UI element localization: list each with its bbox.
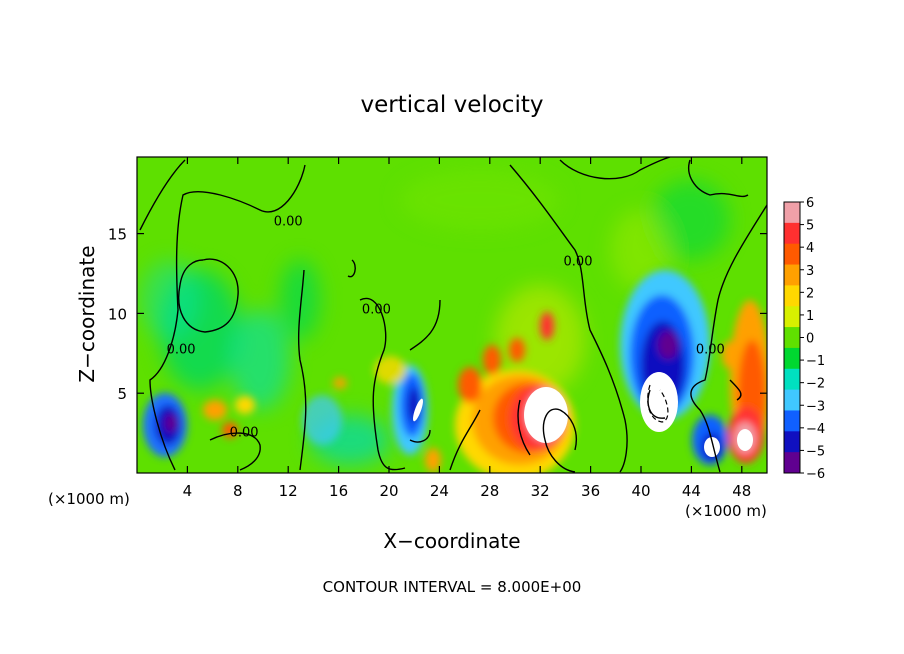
colorbar-swatch [784, 264, 800, 286]
colorbar-tick-label: −1 [806, 354, 825, 369]
colorbar-tick-label: −3 [806, 399, 825, 414]
x-tick-label: 20 [379, 482, 398, 500]
x-tick-label: 24 [430, 482, 449, 500]
colorbar-tick-label: 3 [806, 264, 814, 279]
y-tick-label: 5 [117, 385, 127, 403]
colorbar-swatch [784, 306, 800, 328]
x-unit-label-left: (×1000 m) [48, 490, 130, 508]
colorbar-swatch [784, 347, 800, 370]
colorbar-tick-label: −4 [806, 422, 825, 437]
colorbar-swatch [784, 202, 800, 224]
colorbar-tick-label: 5 [806, 219, 814, 234]
chart-title: vertical velocity [361, 92, 544, 118]
colorbar-swatch [784, 285, 800, 307]
contour-label: 0.00 [167, 342, 196, 357]
x-tick-label: 48 [732, 482, 751, 500]
zero-contours [139, 157, 767, 473]
plot-field [137, 157, 767, 473]
y-axis-ticks: 5 10 15 [108, 226, 767, 403]
colorbar-tick-label: 1 [806, 309, 814, 324]
contour-labels: 0.00 0.00 0.00 0.00 0.00 0.00 [167, 215, 725, 441]
x-tick-label: 44 [682, 482, 701, 500]
plot-frame [136, 156, 768, 474]
x-tick-label: 12 [279, 482, 298, 500]
colorbar-swatch [784, 410, 800, 432]
contour-label: 0.00 [230, 425, 259, 440]
colorbar: 6 5 4 3 2 1 0 −1 −2 −3 −4 −5 −6 [783, 196, 825, 482]
negative-contour [647, 384, 669, 423]
colorbar-swatch [784, 368, 800, 391]
colorbar-tick-label: −6 [806, 467, 825, 482]
colorbar-swatch [784, 389, 800, 411]
colorbar-swatch [784, 243, 800, 266]
colorbar-tick-label: −2 [806, 377, 825, 392]
colorbar-swatch [784, 431, 800, 453]
x-unit-label-right: (×1000 m) [685, 502, 767, 520]
x-axis-ticks: 4 8 12 16 20 24 28 32 36 40 44 48 [183, 157, 751, 500]
contour-label: 0.00 [696, 342, 725, 357]
x-tick-label: 8 [233, 482, 243, 500]
contour-label: 0.00 [362, 302, 391, 317]
colorbar-tick-label: −5 [806, 444, 825, 459]
colorbar-swatch [784, 327, 800, 349]
footer-note: CONTOUR INTERVAL = 8.000E+00 [323, 578, 582, 596]
x-tick-label: 4 [183, 482, 193, 500]
colorbar-swatch [784, 222, 800, 245]
colorbar-tick-label: 6 [806, 196, 814, 211]
colorbar-swatch [784, 452, 800, 474]
x-tick-label: 36 [581, 482, 600, 500]
x-tick-label: 16 [329, 482, 348, 500]
colorbar-tick-label: 0 [806, 332, 814, 347]
x-tick-label: 28 [480, 482, 499, 500]
contour-label: 0.00 [274, 215, 303, 230]
contour-label: 0.00 [564, 255, 593, 270]
y-axis-label: Z−coordinate [75, 245, 99, 382]
colorbar-tick-label: 4 [806, 241, 814, 256]
y-tick-label: 15 [108, 226, 127, 244]
x-axis-label: X−coordinate [383, 529, 520, 553]
y-tick-label: 10 [108, 305, 127, 323]
x-tick-label: 40 [631, 482, 650, 500]
x-tick-label: 32 [531, 482, 550, 500]
colorbar-tick-label: 2 [806, 286, 814, 301]
